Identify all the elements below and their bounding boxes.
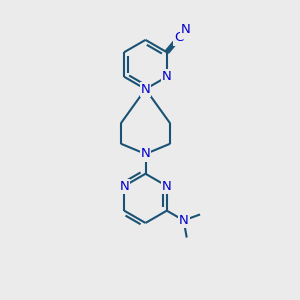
Text: N: N bbox=[141, 148, 150, 160]
Text: N: N bbox=[141, 82, 150, 96]
Text: N: N bbox=[119, 180, 129, 193]
Text: N: N bbox=[181, 23, 191, 36]
Text: N: N bbox=[162, 70, 172, 83]
Text: N: N bbox=[162, 180, 172, 193]
Text: N: N bbox=[179, 214, 189, 227]
Text: C: C bbox=[174, 32, 183, 44]
